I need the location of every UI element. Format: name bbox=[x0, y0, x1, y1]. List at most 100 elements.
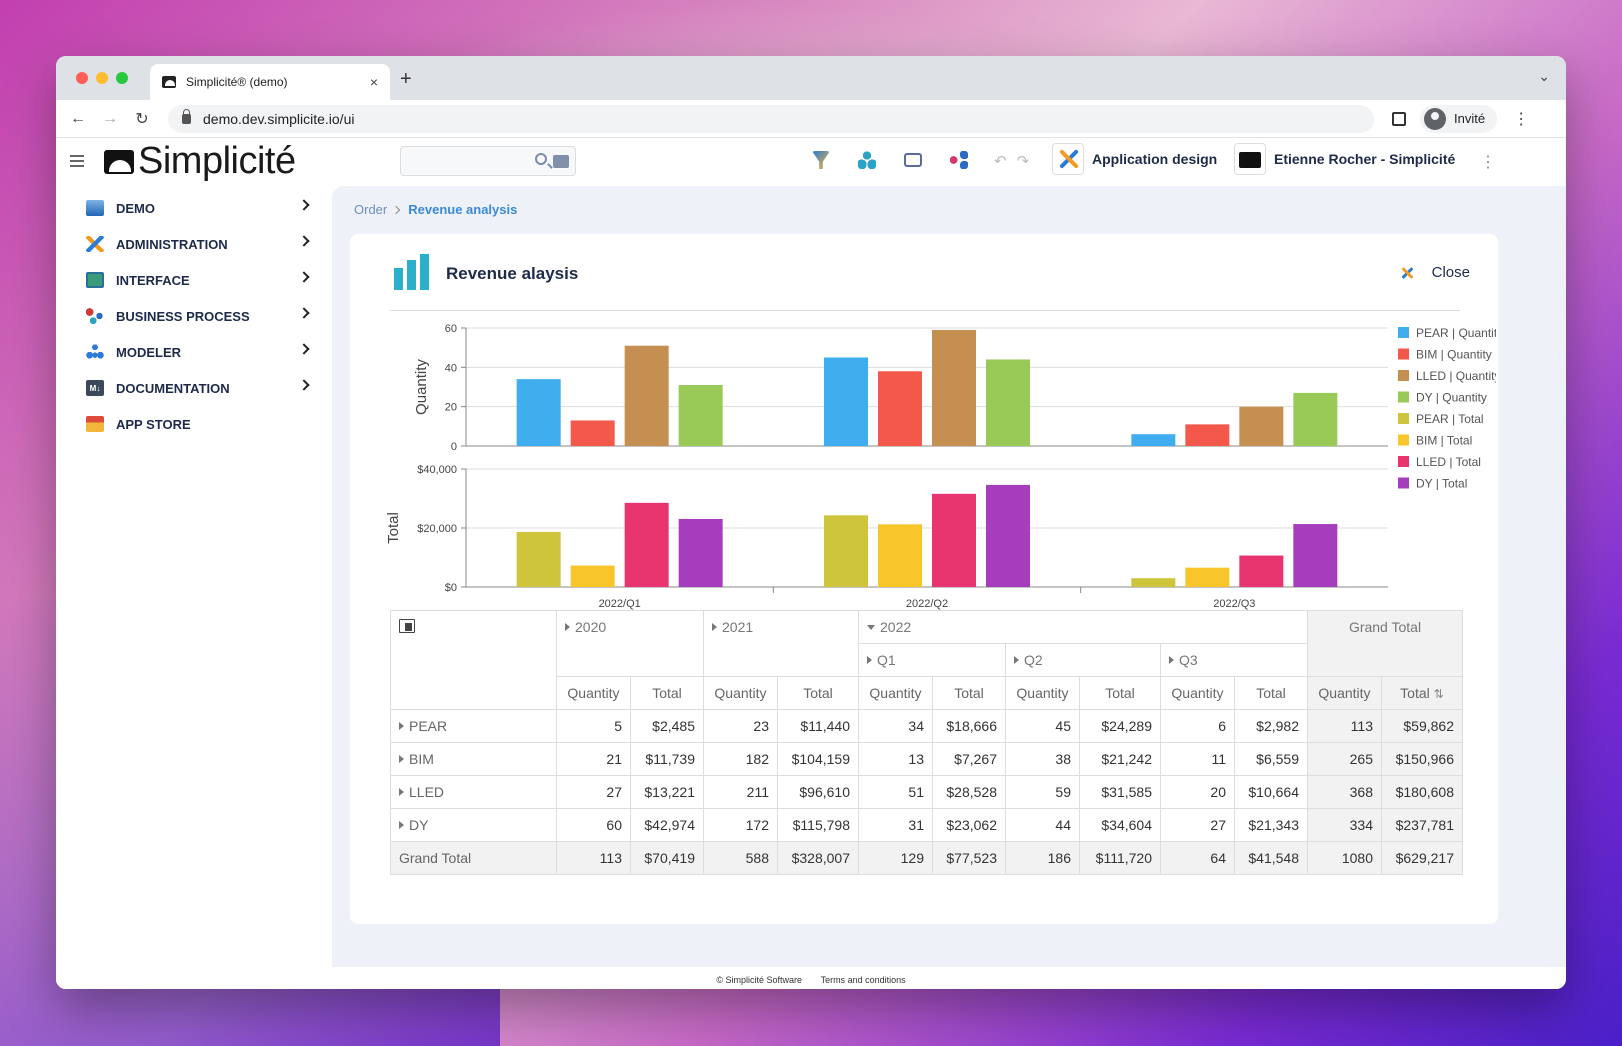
reload-icon[interactable]: ↻ bbox=[126, 109, 158, 129]
bar-lled-quantity bbox=[932, 330, 976, 446]
redo-icon[interactable]: ↷ bbox=[1017, 153, 1040, 170]
search-input[interactable] bbox=[400, 146, 576, 176]
bar-pear-total bbox=[517, 532, 561, 587]
search-icon[interactable] bbox=[535, 153, 547, 165]
bar-bim-quantity bbox=[878, 371, 922, 446]
lock-icon bbox=[182, 114, 191, 124]
modeler-icon bbox=[86, 344, 104, 360]
table-cell: $7,267 bbox=[933, 743, 1006, 776]
breadcrumb-order-link[interactable]: Order bbox=[354, 202, 387, 217]
back-arrow-icon[interactable]: ← bbox=[62, 110, 94, 128]
table-cell-text: $24,289 bbox=[1101, 718, 1152, 734]
maximize-window-button[interactable] bbox=[116, 72, 128, 84]
new-tab-button[interactable]: + bbox=[400, 68, 412, 91]
quarter-header[interactable]: Q2 bbox=[1006, 644, 1161, 677]
share-icon[interactable] bbox=[950, 151, 968, 169]
caret-right-icon[interactable] bbox=[399, 788, 404, 796]
hamburger-menu-icon[interactable] bbox=[70, 155, 84, 167]
undo-icon[interactable]: ↶ bbox=[994, 153, 1017, 170]
table-cell-text: 11 bbox=[1211, 751, 1226, 767]
table-cell: 6 bbox=[1161, 710, 1235, 743]
row-label-text: BIM bbox=[409, 751, 434, 767]
table-cell: $28,528 bbox=[933, 776, 1006, 809]
bar-dy-total bbox=[679, 519, 723, 587]
row-label[interactable]: PEAR bbox=[391, 710, 557, 743]
year-header[interactable]: 2021 bbox=[704, 611, 859, 677]
quarter-header-text: Q3 bbox=[1179, 652, 1198, 668]
sidebar-item-modeler[interactable]: MODELER bbox=[56, 334, 332, 370]
url-field[interactable]: demo.dev.simplicite.io/ui bbox=[168, 105, 1374, 133]
year-header[interactable]: 2022 bbox=[859, 611, 1308, 644]
row-label[interactable]: DY bbox=[391, 809, 557, 842]
monitor-icon[interactable] bbox=[904, 153, 922, 167]
table-cell: $77,523 bbox=[933, 842, 1006, 875]
table-cell: 588 bbox=[704, 842, 778, 875]
table-cell-text: 368 bbox=[1350, 784, 1373, 800]
app-menu-icon[interactable]: ⋮ bbox=[1480, 152, 1496, 172]
sidebar-item-documentation[interactable]: M↓ DOCUMENTATION bbox=[56, 370, 332, 406]
sidebar-item-demo[interactable]: DEMO bbox=[56, 190, 332, 226]
table-cell: 5 bbox=[557, 710, 631, 743]
browser-tab[interactable]: Simplicité® (demo) × bbox=[150, 64, 390, 100]
browser-window: Simplicité® (demo) × + ⌄ ← → ↻ demo.dev.… bbox=[56, 56, 1566, 989]
bar-pear-quantity bbox=[824, 358, 868, 447]
minimize-window-button[interactable] bbox=[96, 72, 108, 84]
caret-right-icon[interactable] bbox=[399, 755, 404, 763]
close-window-button[interactable] bbox=[76, 72, 88, 84]
caret-right-icon[interactable] bbox=[1014, 656, 1019, 664]
quarter-header[interactable]: Q3 bbox=[1161, 644, 1308, 677]
table-cell: $59,862 bbox=[1382, 710, 1463, 743]
table-cell: 265 bbox=[1308, 743, 1382, 776]
close-tab-icon[interactable]: × bbox=[370, 74, 378, 90]
interface-icon bbox=[86, 272, 104, 288]
caret-right-icon[interactable] bbox=[399, 722, 404, 730]
legend-swatch bbox=[1398, 392, 1409, 403]
caret-right-icon[interactable] bbox=[565, 623, 570, 631]
user-menu[interactable]: Etienne Rocher - Simplicité bbox=[1234, 142, 1455, 176]
sidebar-item-interface[interactable]: INTERFACE bbox=[56, 262, 332, 298]
row-label[interactable]: BIM bbox=[391, 743, 557, 776]
caret-right-icon[interactable] bbox=[712, 623, 717, 631]
sidebar-item-app-store[interactable]: APP STORE bbox=[56, 406, 332, 442]
tab-search-chevron-icon[interactable]: ⌄ bbox=[1538, 68, 1550, 85]
side-panel-icon[interactable] bbox=[1392, 112, 1406, 126]
caret-right-icon[interactable] bbox=[399, 821, 404, 829]
app-logo[interactable]: Simplicité bbox=[104, 140, 296, 183]
bar-bim-total bbox=[1185, 568, 1229, 587]
measure-header-quantity: Quantity bbox=[557, 677, 631, 710]
year-header[interactable]: 2020 bbox=[557, 611, 704, 677]
y-axis-label: Total bbox=[386, 512, 402, 544]
table-cell-text: $42,974 bbox=[644, 817, 695, 833]
table-cell: $11,739 bbox=[631, 743, 704, 776]
sort-icon[interactable]: ⇅ bbox=[1434, 687, 1444, 701]
application: Simplicité ↶↷ Application design E bbox=[56, 138, 1566, 989]
sidebar-item-business-process[interactable]: BUSINESS PROCESS bbox=[56, 298, 332, 334]
sidebar-item-label: APP STORE bbox=[116, 417, 191, 432]
bar-bim-quantity bbox=[1185, 424, 1229, 446]
table-cell: 368 bbox=[1308, 776, 1382, 809]
scope-selector[interactable]: Application design bbox=[1052, 142, 1217, 176]
caret-right-icon[interactable] bbox=[867, 656, 872, 664]
caret-right-icon[interactable] bbox=[1169, 656, 1174, 664]
modules-icon[interactable] bbox=[858, 151, 876, 169]
sidebar-item-administration[interactable]: ADMINISTRATION bbox=[56, 226, 332, 262]
profile-button[interactable]: Invité bbox=[1420, 105, 1497, 133]
quarter-header[interactable]: Q1 bbox=[859, 644, 1006, 677]
forward-arrow-icon[interactable]: → bbox=[94, 110, 126, 128]
table-cell-text: $10,664 bbox=[1248, 784, 1299, 800]
business-process-icon bbox=[86, 308, 104, 324]
close-button[interactable]: Close bbox=[1400, 264, 1470, 281]
table-cell: 182 bbox=[704, 743, 778, 776]
browser-menu-icon[interactable]: ⋮ bbox=[1513, 109, 1529, 129]
caret-down-icon[interactable] bbox=[867, 625, 875, 630]
filter-search-icon[interactable] bbox=[812, 151, 830, 169]
bar-bim-total bbox=[878, 524, 922, 587]
y-axis-label: Quantity bbox=[413, 359, 430, 415]
table-cell-text: $18,666 bbox=[946, 718, 997, 734]
breadcrumb: Order Revenue analysis bbox=[354, 202, 517, 217]
search-options-icon[interactable] bbox=[553, 155, 569, 168]
bar-pear-quantity bbox=[1131, 434, 1175, 446]
pivot-config-icon[interactable] bbox=[399, 619, 415, 633]
row-label[interactable]: LLED bbox=[391, 776, 557, 809]
terms-link[interactable]: Terms and conditions bbox=[821, 975, 906, 985]
